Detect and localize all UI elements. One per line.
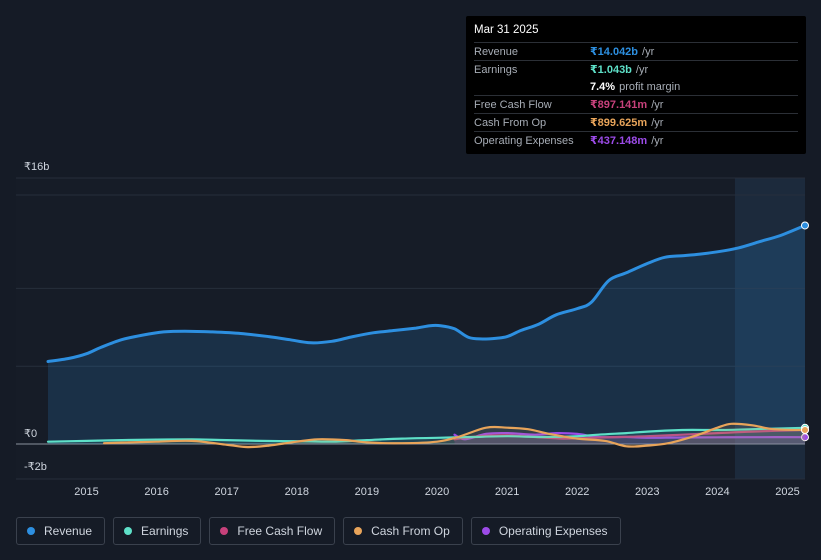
x-tick-label: 2018: [285, 486, 309, 498]
tooltip-value: 7.4%: [590, 80, 616, 93]
x-tick-label: 2025: [775, 486, 799, 498]
tooltip-value: ₹1.043b: [590, 64, 632, 76]
legend-dot-icon: [124, 527, 133, 535]
x-tick-label: 2017: [214, 486, 238, 498]
x-tick-label: 2021: [495, 486, 519, 498]
tooltip-date: Mar 31 2025: [474, 24, 539, 36]
tooltip-value: ₹897.141m: [590, 99, 648, 111]
tooltip-row-revenue: Revenue ₹14.042b /yr: [474, 42, 798, 60]
revenue-line: [46, 224, 807, 363]
x-tick-label: 2019: [355, 486, 379, 498]
legend: Revenue Earnings Free Cash Flow Cash Fro…: [16, 517, 621, 545]
legend-dot-icon: [27, 527, 35, 535]
tooltip-value: ₹899.625m: [590, 117, 648, 129]
legend-item-revenue[interactable]: Revenue: [16, 517, 106, 545]
earnings-area: [48, 427, 805, 444]
tooltip-unit: /yr: [635, 63, 649, 76]
cash-from-op-end-point: [801, 425, 809, 434]
tooltip-unit: /yr: [651, 116, 664, 129]
x-tick-label: 2024: [705, 486, 729, 498]
legend-label: Operating Expenses: [498, 524, 608, 538]
cash-from-op-line: [103, 422, 807, 449]
legend-label: Revenue: [44, 524, 93, 538]
tooltip-panel: Mar 31 2025 Revenue ₹14.042b /yr Earning…: [466, 16, 806, 154]
tooltip-label: Operating Expenses: [474, 134, 574, 147]
y-tick-label: ₹0: [24, 428, 37, 440]
earnings-line: [46, 426, 807, 443]
legend-item-operating-expenses[interactable]: Operating Expenses: [470, 517, 621, 545]
tooltip-row-opex: Operating Expenses ₹437.148m /yr: [474, 131, 798, 149]
legend-label: Cash From Op: [371, 524, 450, 538]
legend-dot-icon: [354, 527, 363, 535]
tooltip-row-fcf: Free Cash Flow ₹897.141m /yr: [474, 95, 798, 113]
legend-label: Free Cash Flow: [237, 524, 323, 538]
tooltip-value: ₹437.148m: [590, 135, 648, 147]
legend-item-free-cash-flow[interactable]: Free Cash Flow: [209, 517, 336, 545]
x-tick-label: 2023: [635, 486, 659, 498]
revenue-end-point: [801, 221, 809, 230]
y-tick-label: -₹2b: [24, 461, 47, 473]
tooltip-row-earnings: Earnings ₹1.043b /yr: [474, 60, 798, 78]
tooltip-row-cfo: Cash From Op ₹899.625m /yr: [474, 113, 798, 131]
legend-label: Earnings: [141, 524, 189, 538]
legend-dot-icon: [220, 527, 229, 535]
y-tick-label: ₹16b: [24, 161, 49, 173]
x-tick-label: 2020: [425, 486, 449, 498]
operating-expenses-area: [454, 433, 805, 444]
tooltip-label: Revenue: [474, 45, 519, 58]
tooltip-unit: /yr: [651, 98, 664, 111]
revenue-area: [48, 225, 805, 444]
tooltip-unit: /yr: [642, 45, 655, 58]
tooltip-label: Cash From Op: [474, 116, 547, 129]
legend-item-earnings[interactable]: Earnings: [113, 517, 202, 545]
tooltip-label: Earnings: [474, 63, 518, 76]
cash-from-op-area: [104, 423, 805, 448]
tooltip-row-margin: 7.4% profit margin: [474, 78, 798, 95]
legend-item-cash-from-op[interactable]: Cash From Op: [343, 517, 463, 545]
x-tick-label: 2016: [144, 486, 168, 498]
tooltip-unit: /yr: [651, 134, 664, 147]
legend-dot-icon: [481, 527, 490, 535]
tooltip-unit: profit margin: [619, 80, 681, 93]
x-tick-label: 2022: [565, 486, 589, 498]
tooltip-value: ₹14.042b: [590, 46, 639, 58]
tooltip-label: Free Cash Flow: [474, 98, 552, 111]
x-tick-label: 2015: [74, 486, 98, 498]
